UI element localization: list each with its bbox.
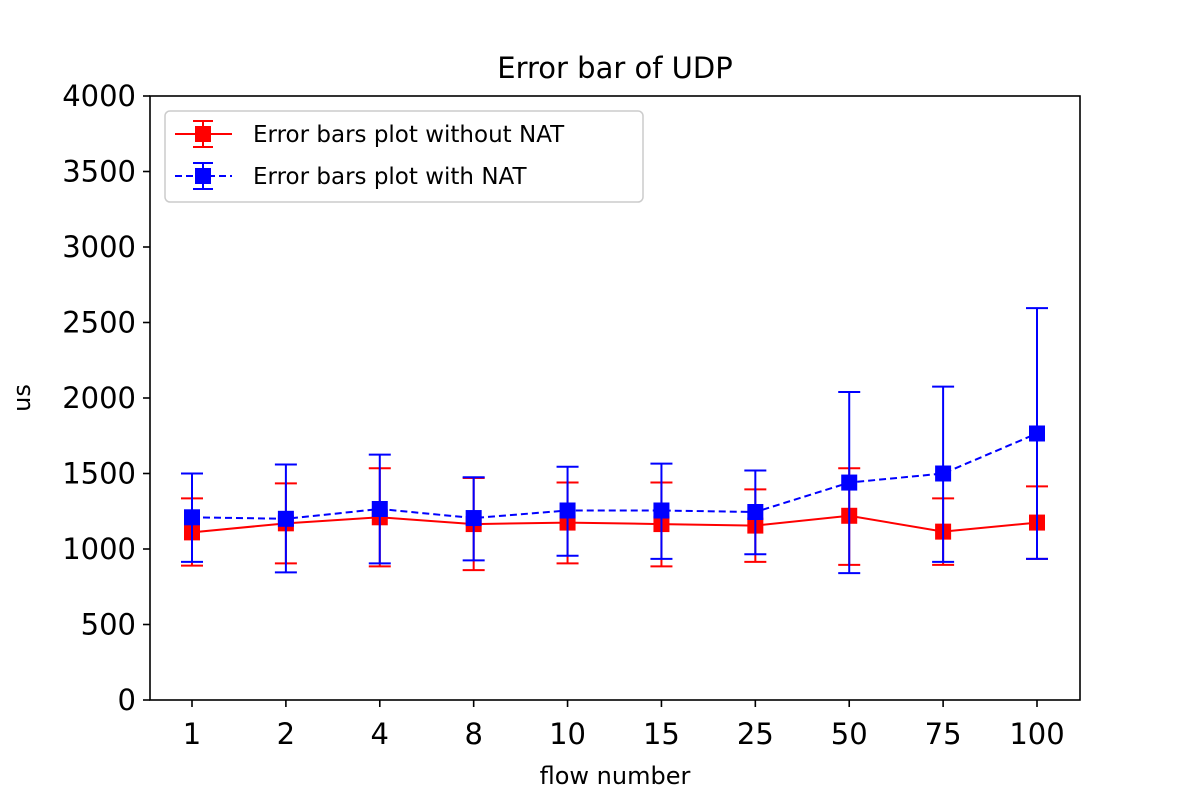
y-axis-label: us (8, 384, 36, 412)
y-tick-label: 4000 (62, 79, 136, 113)
y-tick-label: 500 (81, 608, 136, 642)
legend-label: Error bars plot without NAT (253, 122, 565, 148)
x-tick-label: 100 (1009, 717, 1064, 751)
legend-marker (195, 126, 211, 142)
legend-item-0: Error bars plot without NAT (175, 120, 565, 148)
y-tick-label: 2500 (62, 306, 136, 340)
x-axis: 1 2 4 8 10 15 25 50 75 100 (183, 700, 1065, 751)
x-tick-label: 25 (737, 717, 774, 751)
series-0 (181, 467, 1048, 572)
legend-item-1: Error bars plot with NAT (175, 162, 527, 190)
x-tick-label: 1 (183, 717, 201, 751)
data-point-marker (653, 502, 670, 519)
data-point-marker (371, 500, 388, 517)
legend: Error bars plot without NAT Error bars pl… (164, 110, 644, 203)
x-tick-label: 50 (831, 717, 868, 751)
x-tick-label: 15 (643, 717, 680, 751)
x-tick-label: 8 (464, 717, 482, 751)
legend-marker (195, 168, 211, 184)
x-axis-label: flow number (540, 762, 691, 790)
data-point-marker (1029, 425, 1045, 442)
y-tick-label: 1000 (62, 532, 136, 566)
data-point-marker (559, 502, 576, 519)
series-line (191, 514, 1038, 534)
x-tick-label: 4 (371, 717, 389, 751)
y-tick-label: 2000 (62, 381, 136, 415)
data-point-marker (841, 474, 858, 491)
series-layer (181, 307, 1048, 575)
data-point-marker (277, 510, 294, 527)
series-line (191, 432, 1038, 520)
data-point-marker (747, 504, 764, 521)
data-point-marker (184, 509, 200, 526)
legend-box (164, 110, 644, 203)
data-point-marker (465, 510, 482, 527)
legend-label: Error bars plot with NAT (253, 164, 527, 190)
y-tick-label: 1500 (62, 457, 136, 491)
chart-title: Error bar of UDP (497, 51, 732, 85)
series-1 (181, 307, 1048, 575)
y-tick-label: 3000 (62, 230, 136, 264)
x-tick-label: 75 (925, 717, 962, 751)
y-axis: 0 500 1000 1500 2000 2500 3000 3500 4000 (62, 79, 150, 717)
y-tick-label: 0 (118, 683, 136, 717)
x-tick-label: 10 (549, 717, 586, 751)
y-tick-label: 3500 (62, 155, 136, 189)
data-point-marker (935, 465, 952, 482)
x-tick-label: 2 (277, 717, 295, 751)
